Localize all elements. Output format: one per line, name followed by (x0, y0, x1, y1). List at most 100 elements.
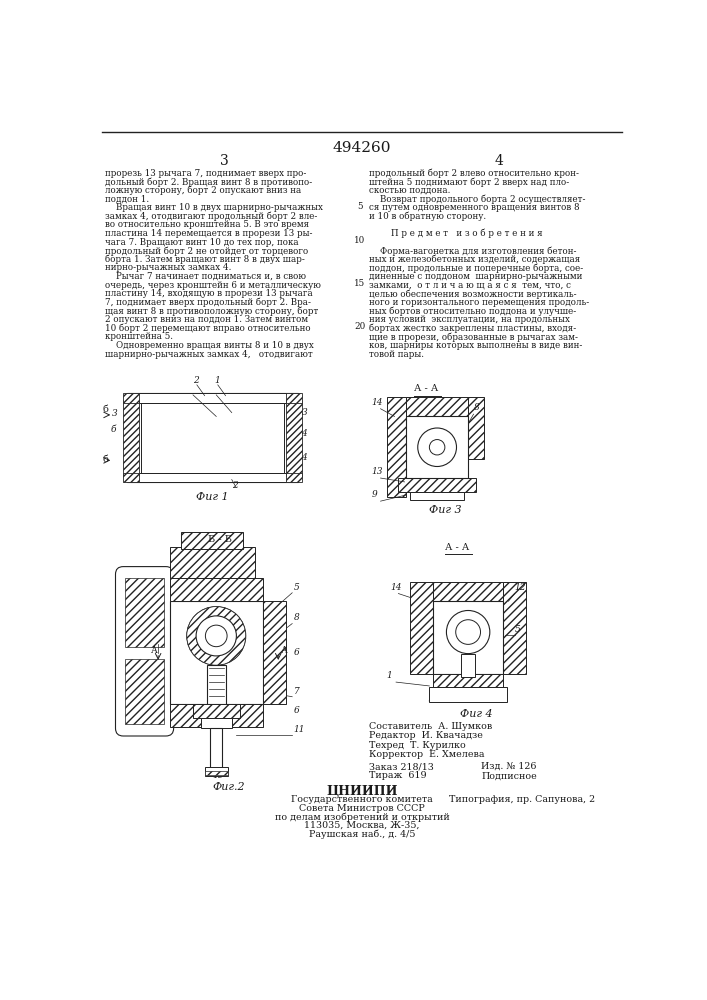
Text: П р е д м е т   и з о б р е т е н и я: П р е д м е т и з о б р е т е н и я (369, 229, 542, 238)
Bar (398, 478, 476, 492)
Text: Вращая винт 10 в двух шарнирно-рычажных: Вращая винт 10 в двух шарнирно-рычажных (105, 203, 323, 212)
Text: 12: 12 (515, 583, 526, 592)
Bar (125, 659, 163, 724)
Bar (204, 771, 228, 775)
Circle shape (196, 616, 236, 656)
Text: щая винт 8 в противоположную сторону, борт: щая винт 8 в противоположную сторону, бо… (105, 306, 319, 316)
Text: б: б (103, 455, 108, 464)
Circle shape (187, 607, 246, 665)
Bar (170, 578, 263, 601)
Text: дольный борт 2. Вращая винт 8 в противопо-: дольный борт 2. Вращая винт 8 в противоп… (105, 177, 312, 187)
Bar (210, 728, 223, 771)
Text: б: б (110, 425, 115, 434)
Text: товой пары.: товой пары. (369, 350, 424, 359)
Text: 13: 13 (371, 467, 382, 476)
Text: пластину 14, входящую в прорези 13 рычага: пластину 14, входящую в прорези 13 рычаг… (105, 289, 313, 298)
Bar (286, 473, 301, 482)
Bar (429, 687, 507, 702)
Bar (193, 704, 240, 718)
Text: щие в прорези, образованные в рычагах зам-: щие в прорези, образованные в рычагах за… (369, 332, 578, 342)
Bar (286, 400, 301, 476)
Text: очередь, через кронштейн 6 и металлическую: очередь, через кронштейн 6 и металлическ… (105, 281, 321, 290)
Circle shape (429, 440, 445, 455)
Text: 5: 5 (293, 583, 300, 592)
Text: нирно-рычажных замках 4.: нирно-рычажных замках 4. (105, 263, 232, 272)
Text: Раушская наб., д. 4/5: Раушская наб., д. 4/5 (309, 829, 415, 839)
Text: 10 борт 2 перемещают вправо относительно: 10 борт 2 перемещают вправо относительно (105, 324, 311, 333)
Text: Рычаг 7 начинает подниматься и, в свою: Рычаг 7 начинает подниматься и, в свою (105, 272, 306, 281)
Text: 11: 11 (293, 725, 305, 734)
Text: 3: 3 (220, 154, 228, 168)
Text: 14: 14 (391, 583, 402, 592)
Bar (170, 704, 263, 727)
Text: 9: 9 (371, 490, 377, 499)
Text: Техред  Т. Курилко: Техред Т. Курилко (369, 741, 466, 750)
Bar (406, 397, 468, 416)
Text: 6: 6 (293, 706, 300, 715)
Text: ных бортов относительно поддона и улучше-: ных бортов относительно поддона и улучше… (369, 306, 576, 316)
Text: Фиг 3: Фиг 3 (429, 505, 462, 515)
Text: Государственного комитета: Государственного комитета (291, 795, 433, 804)
Text: Совета Министров СССР: Совета Министров СССР (299, 804, 425, 813)
Text: 14: 14 (371, 398, 382, 407)
Text: ного и горизонтального перемещения продоль-: ного и горизонтального перемещения продо… (369, 298, 589, 307)
Text: А - А: А - А (414, 384, 438, 393)
Bar (387, 397, 406, 497)
Bar (170, 601, 263, 704)
Text: замках 4, отодвигают продольный борт 2 вле-: замках 4, отодвигают продольный борт 2 в… (105, 212, 318, 221)
Text: 8: 8 (474, 403, 480, 412)
Bar (410, 582, 433, 674)
Text: 10: 10 (354, 236, 366, 245)
Text: Составитель  А. Шумков: Составитель А. Шумков (369, 722, 492, 731)
Text: ся путем одновременного вращения винтов 8: ся путем одновременного вращения винтов … (369, 203, 580, 212)
Bar (207, 665, 226, 704)
Text: 5: 5 (357, 202, 363, 211)
Text: Изд. № 126: Изд. № 126 (481, 762, 537, 771)
Text: 494260: 494260 (333, 141, 391, 155)
Text: 3: 3 (112, 409, 117, 418)
Text: 113035, Москва, Ж-35,: 113035, Москва, Ж-35, (304, 821, 420, 830)
Bar (433, 674, 503, 687)
Bar (410, 492, 464, 500)
Text: ложную сторону, борт 2 опускают вниз на: ложную сторону, борт 2 опускают вниз на (105, 186, 302, 195)
Text: штейна 5 поднимают борт 2 вверх над пло-: штейна 5 поднимают борт 2 вверх над пло- (369, 177, 569, 187)
Text: 7, поднимает вверх продольный борт 2. Вра-: 7, поднимает вверх продольный борт 2. Вр… (105, 298, 311, 307)
Text: 7: 7 (293, 687, 300, 696)
Text: 2 опускают вниз на поддон 1. Затем винтом: 2 опускают вниз на поддон 1. Затем винто… (105, 315, 308, 324)
Text: чага 7. Вращают винт 10 до тех пор, пока: чага 7. Вращают винт 10 до тех пор, пока (105, 238, 299, 247)
Bar (127, 393, 298, 482)
Bar (123, 393, 139, 403)
Text: по делам изобретений и открытий: по делам изобретений и открытий (274, 812, 450, 822)
Text: поддон, продольные и поперечные борта, сое-: поддон, продольные и поперечные борта, с… (369, 263, 583, 273)
Text: 15: 15 (354, 279, 366, 288)
Text: диненные с поддоном  шарнирно-рычажными: диненные с поддоном шарнирно-рычажными (369, 272, 583, 281)
Bar (141, 403, 284, 473)
Text: во относительно кронштейна 5. В это время: во относительно кронштейна 5. В это врем… (105, 220, 310, 229)
Text: 10: 10 (212, 771, 224, 780)
Text: 20: 20 (354, 322, 366, 331)
Text: 8: 8 (293, 613, 300, 622)
Text: пластина 14 перемещается в прорези 13 ры-: пластина 14 перемещается в прорези 13 ры… (105, 229, 313, 238)
Text: поддон 1.: поддон 1. (105, 194, 150, 203)
Text: ных и железобетонных изделий, содержащая: ных и железобетонных изделий, содержащая (369, 255, 580, 264)
Text: Форма-вагонетка для изготовления бетон-: Форма-вагонетка для изготовления бетон- (369, 246, 576, 256)
Text: замками,  о т л и ч а ю щ а я с я  тем, что, с: замками, о т л и ч а ю щ а я с я тем, чт… (369, 281, 571, 290)
Text: Подписное: Подписное (481, 771, 537, 780)
Text: А: А (151, 646, 158, 655)
Bar (170, 547, 255, 578)
Text: Редактор  И. Квачадзе: Редактор И. Квачадзе (369, 731, 483, 740)
Bar (286, 393, 301, 403)
Text: 3: 3 (301, 408, 308, 417)
Text: Корректор  Е. Хмелева: Корректор Е. Хмелева (369, 750, 484, 759)
Text: продольный борт 2 не отойдет от торцевого: продольный борт 2 не отойдет от торцевог… (105, 246, 309, 256)
Text: ков, шарниры которых выполнены в виде вин-: ков, шарниры которых выполнены в виде ви… (369, 341, 583, 350)
Text: шарнирно-рычажных замках 4,   отодвигают: шарнирно-рычажных замках 4, отодвигают (105, 350, 313, 359)
Bar (503, 582, 526, 674)
Text: Возврат продольного борта 2 осуществляет-: Возврат продольного борта 2 осуществляет… (369, 194, 585, 204)
Circle shape (187, 607, 246, 665)
Text: ЦНИИПИ: ЦНИИПИ (326, 785, 398, 798)
Text: А: А (281, 646, 288, 655)
Bar (201, 718, 232, 728)
Text: Фиг.2: Фиг.2 (212, 782, 245, 792)
Text: кронштейна 5.: кронштейна 5. (105, 332, 173, 341)
